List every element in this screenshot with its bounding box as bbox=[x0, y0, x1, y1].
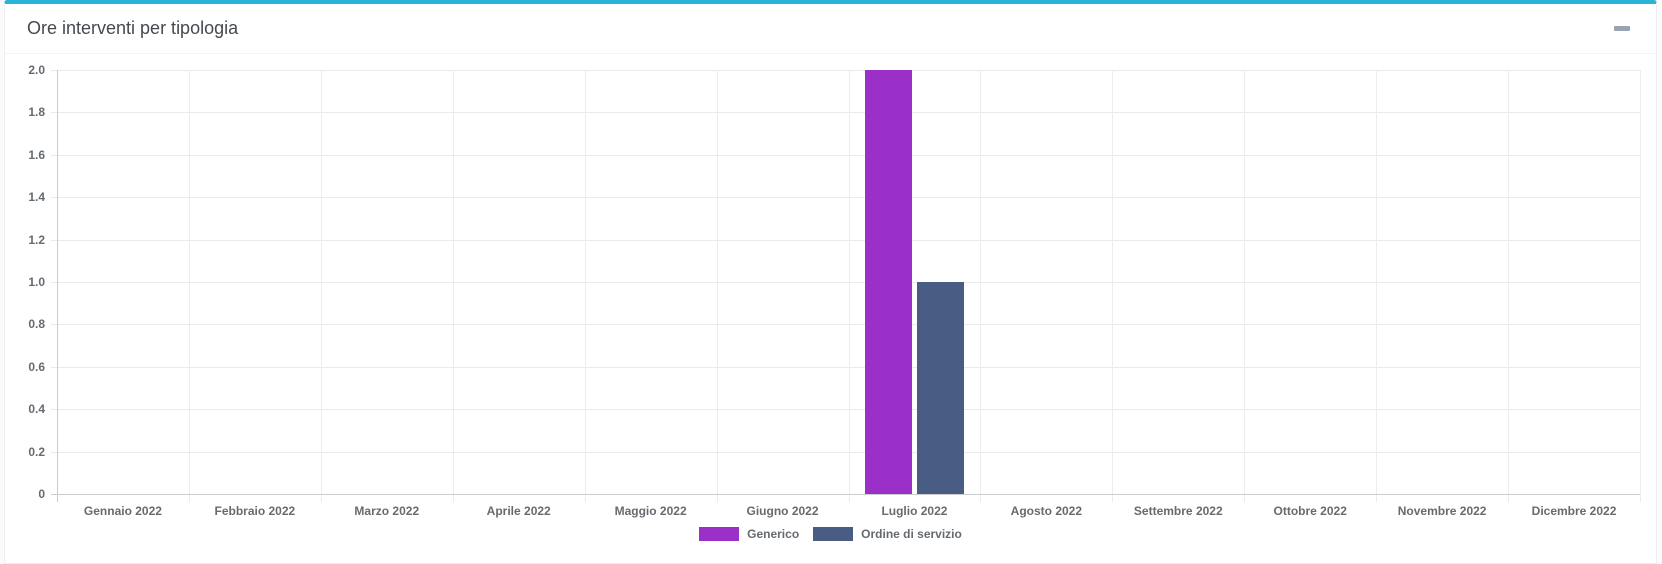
x-axis-tick-label: Luglio 2022 bbox=[881, 504, 948, 518]
y-axis-tick-label: 1.0 bbox=[28, 275, 45, 289]
y-axis-tick-label: 0.4 bbox=[28, 402, 45, 417]
x-gridline bbox=[584, 70, 586, 502]
minus-icon bbox=[1614, 26, 1630, 31]
chart-panel: Ore interventi per tipologia 0 0.2 0.4 0.6 0… bbox=[4, 0, 1657, 564]
x-axis-tick-label: Marzo 2022 bbox=[354, 504, 420, 518]
x-axis-tick-label: Febbraio 2022 bbox=[214, 504, 296, 518]
legend-item-ordine-di-servizio[interactable]: Ordine di servizio bbox=[813, 527, 962, 541]
y-gridline bbox=[51, 324, 1640, 326]
y-gridline bbox=[51, 282, 1640, 283]
x-axis-tick-label: Maggio 2022 bbox=[614, 504, 687, 518]
y-axis-tick-label: 0 bbox=[38, 487, 45, 501]
x-axis-tick-label: Novembre 2022 bbox=[1397, 504, 1487, 518]
y-gridline bbox=[51, 197, 1640, 199]
y-axis-tick-label: 1.2 bbox=[28, 232, 45, 247]
x-gridline bbox=[1640, 70, 1641, 502]
x-gridline bbox=[452, 70, 454, 502]
y-axis-tick-label: 1.8 bbox=[28, 105, 45, 120]
panel-title: Ore interventi per tipologia bbox=[27, 18, 239, 38]
x-gridline bbox=[1376, 70, 1378, 502]
y-axis-tick-label: 1.6 bbox=[28, 147, 45, 162]
x-axis-tick-label: Gennaio 2022 bbox=[83, 504, 162, 518]
x-gridline bbox=[1244, 70, 1246, 502]
y-axis-line bbox=[57, 70, 58, 502]
bar-chart[interactable]: 0 0.2 0.4 0.6 0.8 1.0 1.2 1.4 1.6 1.8 2.0 Gennaio 2… bbox=[5, 54, 1656, 562]
x-axis-tick-label: Settembre 2022 bbox=[1133, 504, 1223, 518]
y-axis-tick-label: 0.8 bbox=[28, 317, 45, 332]
legend-swatch bbox=[699, 527, 740, 541]
x-axis-tick-label: Agosto 2022 bbox=[1010, 504, 1083, 518]
x-axis-tick-label: Ottobre 2022 bbox=[1273, 504, 1347, 518]
x-gridline bbox=[188, 70, 190, 502]
y-gridline bbox=[51, 112, 1640, 114]
x-gridline bbox=[1112, 70, 1114, 502]
panel-header: Ore interventi per tipologia bbox=[5, 4, 1656, 54]
x-axis-line bbox=[51, 494, 1640, 495]
y-gridline bbox=[51, 239, 1640, 241]
legend-label: Generico bbox=[747, 527, 800, 541]
legend-swatch bbox=[813, 527, 854, 541]
y-axis-tick-label: 0.6 bbox=[28, 359, 45, 374]
y-gridline bbox=[51, 366, 1640, 368]
y-axis-tick-label: 2.0 bbox=[28, 63, 45, 77]
y-gridline bbox=[51, 451, 1640, 453]
y-axis-tick-label: 1.4 bbox=[28, 190, 45, 205]
y-gridline bbox=[51, 154, 1640, 156]
y-gridline bbox=[51, 409, 1640, 411]
x-axis-tick-label: Giugno 2022 bbox=[746, 504, 819, 518]
x-gridline bbox=[980, 70, 982, 502]
x-axis-tick-label: Aprile 2022 bbox=[486, 504, 551, 518]
x-gridline bbox=[848, 70, 850, 502]
x-gridline bbox=[1508, 70, 1510, 502]
x-axis-tick-label: Dicembre 2022 bbox=[1531, 504, 1617, 518]
collapse-button[interactable] bbox=[1610, 17, 1634, 41]
legend-item-generico[interactable]: Generico bbox=[699, 527, 799, 541]
x-gridline bbox=[320, 70, 322, 502]
y-axis-tick-label: 0.2 bbox=[28, 444, 45, 459]
bar-generico[interactable] bbox=[864, 70, 912, 494]
legend-label: Ordine di servizio bbox=[861, 527, 962, 541]
x-gridline bbox=[716, 70, 718, 502]
bar-ordine-di-servizio[interactable] bbox=[916, 282, 964, 494]
chart-legend: Generico Ordine di servizio bbox=[5, 527, 1656, 541]
y-gridline bbox=[51, 70, 1640, 71]
